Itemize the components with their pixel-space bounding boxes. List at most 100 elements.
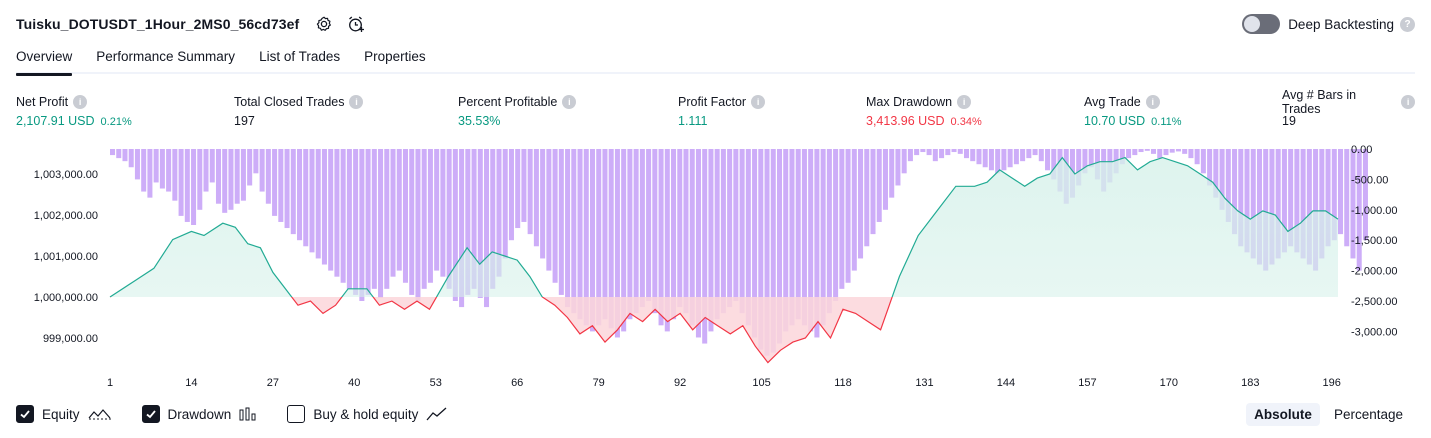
tab-properties[interactable]: Properties: [364, 49, 426, 64]
strategy-header: Tuisku_DOTUSDT_1Hour_2MS0_56cd73ef: [16, 12, 367, 36]
equity-checkbox[interactable]: [16, 405, 34, 423]
legend-drawdown[interactable]: Drawdown: [141, 405, 258, 423]
left-axis-tick: 1,003,000.00: [34, 169, 98, 181]
drawdown-bar: [521, 149, 527, 222]
drawdown-bar: [664, 149, 670, 332]
metric-value: 35.53%: [458, 114, 501, 128]
x-axis-tick: 79: [593, 377, 605, 389]
drawdown-bar: [889, 149, 895, 198]
drawdown-bar: [1144, 149, 1150, 151]
drawdown-bar: [191, 149, 197, 225]
right-axis-tick: -500.00: [1351, 174, 1388, 186]
drawdown-bar: [1051, 149, 1057, 180]
absolute-button[interactable]: Absolute: [1246, 402, 1320, 426]
metric-label: Profit Factor: [678, 95, 747, 109]
drawdown-bar: [1269, 149, 1275, 265]
info-icon[interactable]: i: [349, 95, 364, 109]
drawdown-bar: [359, 149, 365, 301]
drawdown-bar: [409, 149, 415, 295]
metric-value: 2,107.91 USD: [16, 114, 95, 128]
drawdown-bar: [633, 149, 639, 314]
drawdown-bar: [1219, 149, 1225, 210]
drawdown-bar: [988, 149, 994, 171]
x-axis-tick: 14: [185, 377, 197, 389]
drawdown-bar: [527, 149, 533, 235]
metric-label: Max Drawdown: [866, 95, 953, 109]
info-icon[interactable]: i: [73, 95, 88, 109]
drawdown-bar: [1294, 149, 1300, 253]
drawdown-bar: [496, 149, 502, 277]
drawdown-bar: [914, 149, 920, 156]
drawdown-bar: [920, 149, 926, 153]
drawdown-bar: [808, 149, 814, 332]
drawdown-checkbox[interactable]: [141, 405, 160, 423]
right-axis-tick: 0.00: [1351, 144, 1372, 156]
buy-hold-checkbox[interactable]: [287, 405, 306, 423]
metric-percent-profitable: Percent Profitable i 35.53%: [458, 94, 577, 128]
metric-avg-trade: Avg Trade i 10.70 USD 0.11%: [1084, 94, 1182, 128]
drawdown-bar: [515, 149, 521, 229]
drawdown-bar: [957, 149, 963, 154]
drawdown-bar: [1163, 149, 1169, 156]
percentage-button[interactable]: Percentage: [1333, 406, 1403, 422]
drawdown-bar: [839, 149, 845, 289]
drawdown-bar: [110, 149, 116, 156]
equity-chart[interactable]: 1,003,000.00 1,002,000.00 1,001,000.00 1,00…: [0, 140, 1431, 398]
drawdown-bar: [1132, 149, 1138, 156]
drawdown-bar: [1175, 149, 1181, 152]
drawdown-bar: [390, 149, 396, 277]
info-icon[interactable]: i: [1145, 95, 1160, 109]
drawdown-bar: [1288, 149, 1294, 247]
drawdown-bar: [421, 149, 427, 289]
left-axis-tick: 1,000,000.00: [34, 292, 98, 304]
drawdown-bar: [720, 149, 726, 314]
drawdown-bar: [1007, 149, 1013, 168]
drawdown-bar: [1213, 149, 1219, 198]
toggle-knob: [1244, 16, 1261, 32]
drawdown-bar: [1045, 149, 1051, 171]
metric-percent: 0.34%: [950, 116, 982, 128]
drawdown-bar: [1344, 149, 1350, 247]
drawdown-bar: [577, 149, 583, 320]
drawdown-bar: [141, 149, 147, 192]
drawdown-bar: [384, 149, 390, 289]
drawdown-bar: [1244, 149, 1250, 253]
drawdown-bar: [540, 149, 546, 259]
right-axis-tick: -1,000.00: [1351, 205, 1397, 217]
drawdown-bar: [695, 149, 701, 338]
drawdown-bar: [1256, 149, 1262, 265]
drawdown-bar: [627, 149, 633, 320]
info-icon[interactable]: i: [1401, 95, 1415, 109]
legend-label: Drawdown: [167, 406, 232, 422]
drawdown-bar: [1169, 149, 1175, 153]
info-icon[interactable]: i: [957, 95, 972, 109]
tab-performance-summary[interactable]: Performance Summary: [96, 49, 236, 64]
gear-icon[interactable]: [313, 13, 335, 35]
drawdown-bar: [1331, 149, 1337, 241]
drawdown-bar: [321, 149, 327, 265]
drawdown-bar: [502, 149, 508, 259]
metric-percent: 0.11%: [1151, 116, 1182, 128]
legend-buy-hold[interactable]: Buy & hold equity: [287, 405, 448, 423]
drawdown-bar: [976, 149, 982, 165]
tab-overview[interactable]: Overview: [16, 44, 73, 76]
metric-value: 10.70 USD: [1084, 114, 1146, 128]
add-alert-icon[interactable]: [345, 13, 367, 35]
help-icon[interactable]: ?: [1400, 16, 1415, 32]
drawdown-bar: [995, 149, 1001, 174]
equity-chart-svg[interactable]: 1,003,000.00 1,002,000.00 1,001,000.00 1,00…: [0, 140, 1431, 398]
info-icon[interactable]: i: [562, 95, 577, 109]
drawdown-bar: [1338, 149, 1344, 235]
drawdown-bar: [702, 149, 708, 344]
drawdown-bar: [739, 149, 745, 314]
metric-value: 1.111: [678, 114, 708, 128]
info-icon[interactable]: i: [751, 95, 766, 109]
legend-label: Equity: [42, 406, 80, 422]
drawdown-bar: [209, 149, 215, 183]
deep-backtesting-toggle[interactable]: [1242, 14, 1281, 34]
drawdown-bar: [639, 149, 645, 308]
legend-equity[interactable]: Equity: [16, 405, 112, 423]
drawdown-bar: [1150, 149, 1157, 154]
drawdown-bar: [901, 149, 907, 174]
tab-list-of-trades[interactable]: List of Trades: [259, 49, 341, 64]
